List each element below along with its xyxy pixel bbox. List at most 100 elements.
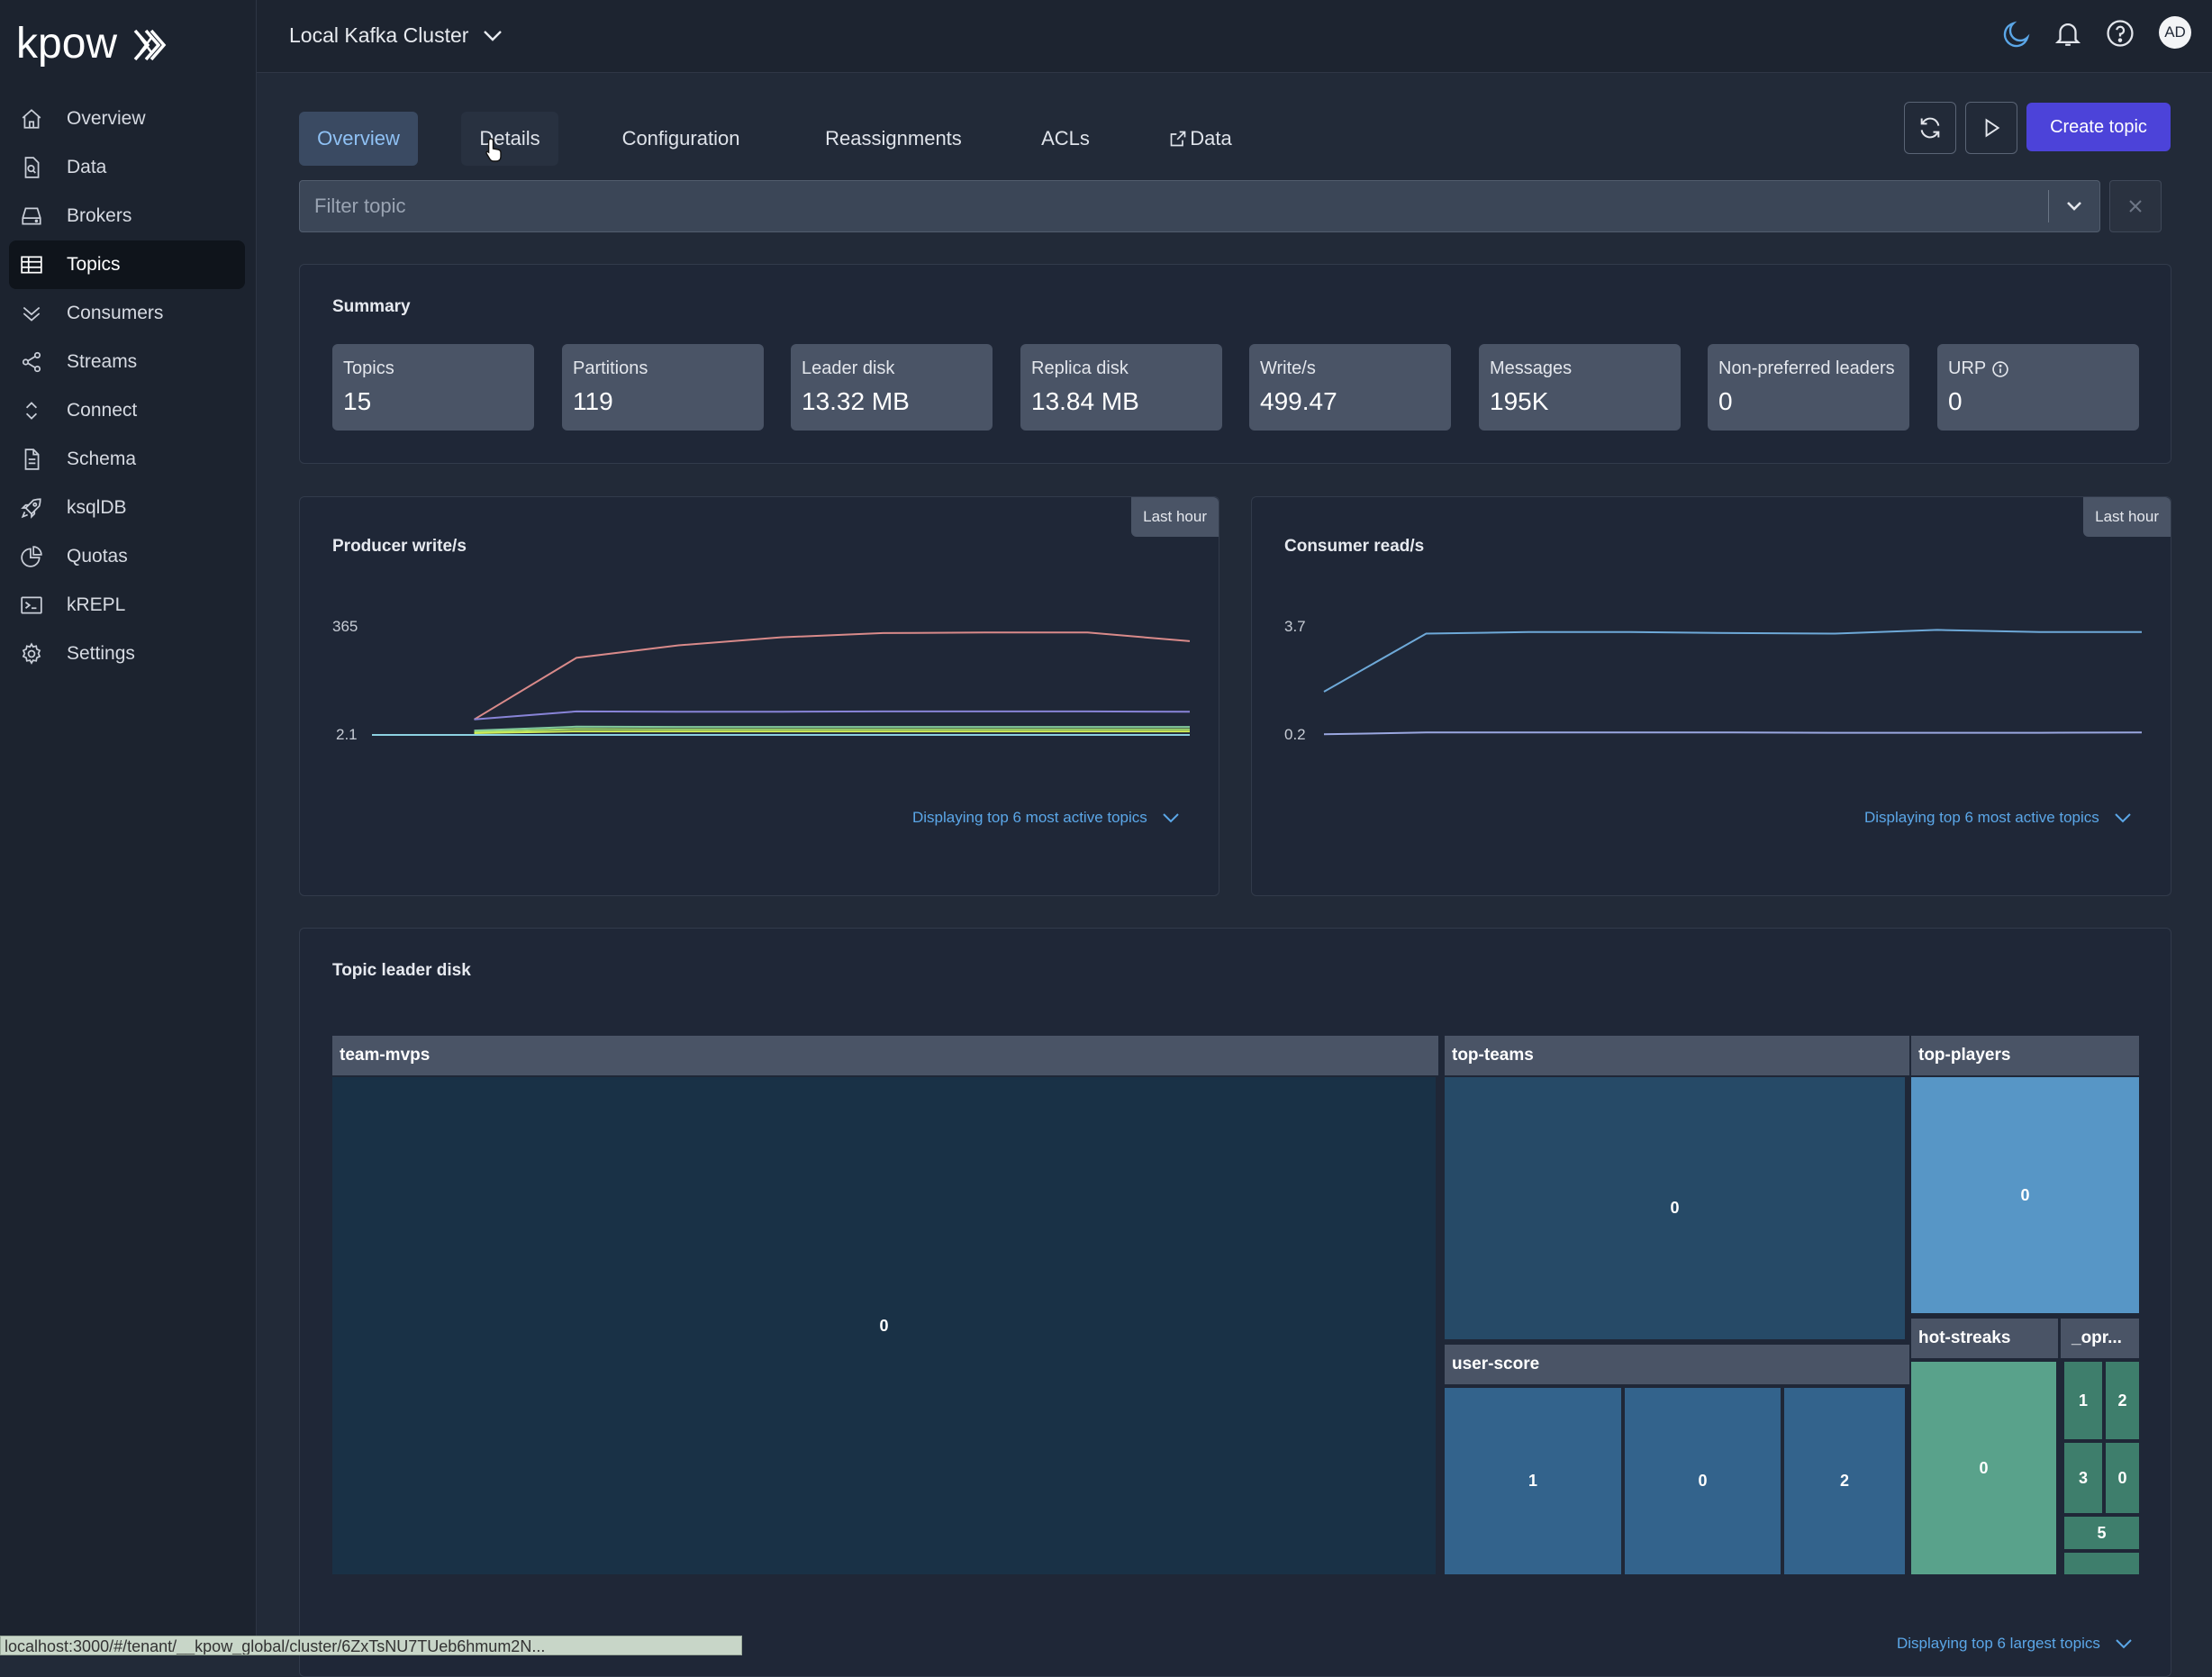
- treemap-cell[interactable]: [2064, 1553, 2139, 1574]
- chevron-down-icon: [1162, 812, 1180, 823]
- stat-value: 499.47: [1260, 387, 1337, 415]
- server-icon: [20, 204, 56, 228]
- chevron-down-icon[interactable]: [2065, 198, 2083, 214]
- stat-topics: Topics 15: [332, 344, 534, 431]
- sidebar-item-krepl[interactable]: kREPL: [9, 581, 245, 630]
- sidebar-item-settings[interactable]: Settings: [9, 630, 245, 678]
- chevron-down-icon: [2114, 812, 2132, 823]
- series-line-0-1: [474, 710, 1191, 721]
- link-label: Displaying top 6 largest topics: [1897, 1635, 2100, 1652]
- treemap-cell[interactable]: 2: [2106, 1362, 2139, 1439]
- sidebar-item-brokers[interactable]: Brokers: [9, 192, 245, 240]
- tab-label: ACLs: [1041, 127, 1090, 150]
- sidebar-item-ksqldb[interactable]: ksqlDB: [9, 484, 245, 532]
- document-search-icon: [20, 156, 56, 179]
- sidebar-item-label: Connect: [67, 400, 138, 421]
- producer-line-chart: [372, 631, 1191, 736]
- filter-placeholder: Filter topic: [314, 195, 406, 217]
- stat-value: 195K: [1490, 387, 1549, 415]
- treemap-group-top-players[interactable]: top-players: [1911, 1036, 2139, 1075]
- stat-value: 13.84 MB: [1031, 387, 1139, 415]
- refresh-icon: [1917, 115, 1943, 141]
- help-icon[interactable]: [2105, 18, 2135, 49]
- avatar[interactable]: AD: [2159, 16, 2191, 49]
- stat-replica-disk: Replica disk 13.84 MB: [1020, 344, 1222, 431]
- y-tick-label: 365: [332, 618, 358, 635]
- top-largest-topics-link[interactable]: Displaying top 6 largest topics: [1897, 1635, 2133, 1653]
- cluster-selector[interactable]: Local Kafka Cluster: [289, 23, 503, 48]
- treemap-title: Topic leader disk: [332, 961, 471, 980]
- series-line-1-1: [1323, 731, 2143, 736]
- tab-configuration[interactable]: Configuration: [603, 112, 758, 166]
- series-line-1-0: [1323, 629, 2142, 693]
- sidebar-item-schema[interactable]: Schema: [9, 435, 245, 484]
- treemap-cell[interactable]: 0: [1911, 1362, 2056, 1574]
- share-icon: [20, 350, 56, 374]
- sidebar-item-label: Streams: [67, 351, 138, 372]
- treemap-group-user-score[interactable]: user-score: [1445, 1345, 1909, 1384]
- tab-details[interactable]: Details: [461, 112, 558, 166]
- sidebar-item-connect[interactable]: Connect: [9, 386, 245, 435]
- treemap-cell[interactable]: 5: [2064, 1517, 2139, 1549]
- tab-data[interactable]: Data: [1160, 112, 1241, 166]
- y-tick-label: 0.2: [1284, 726, 1306, 743]
- time-range-badge[interactable]: Last hour: [2083, 497, 2171, 537]
- filter-topic-select[interactable]: Filter topic: [299, 180, 2100, 232]
- treemap-cell[interactable]: 0: [332, 1077, 1436, 1574]
- tab-reassignments[interactable]: Reassignments: [807, 112, 980, 166]
- treemap-group-top-teams[interactable]: top-teams: [1445, 1036, 1909, 1075]
- tab-label: Overview: [317, 127, 400, 150]
- stat-value: 15: [343, 387, 372, 415]
- clear-filter-button[interactable]: [2109, 180, 2162, 232]
- table-icon: [20, 253, 56, 276]
- y-tick-label: 2.1: [336, 726, 358, 743]
- treemap-cell[interactable]: 2: [1784, 1388, 1905, 1574]
- tab-label: Configuration: [621, 127, 740, 150]
- top-active-topics-link[interactable]: Displaying top 6 most active topics: [1864, 809, 2132, 827]
- treemap-group-hot-streaks[interactable]: hot-streaks: [1911, 1319, 2058, 1358]
- time-range-badge[interactable]: Last hour: [1131, 497, 1219, 537]
- stat-label: Write/s: [1260, 358, 1316, 378]
- stat-label: Leader disk: [802, 358, 895, 378]
- sidebar-item-data[interactable]: Data: [9, 143, 245, 192]
- sidebar-item-overview[interactable]: Overview: [9, 95, 245, 143]
- stat-leader-disk: Leader disk 13.32 MB: [791, 344, 993, 431]
- kpow-logo[interactable]: kpow kpow: [16, 20, 178, 70]
- tab-label: Data: [1190, 127, 1232, 150]
- moon-icon[interactable]: [2000, 18, 2033, 50]
- sidebar-item-quotas[interactable]: Quotas: [9, 532, 245, 581]
- consumer-chart-panel: Consumer read/s Last hour 3.7 0.2 Displa…: [1251, 496, 2171, 896]
- treemap-cell[interactable]: 0: [1445, 1077, 1905, 1339]
- sidebar-item-consumers[interactable]: Consumers: [9, 289, 245, 338]
- info-icon[interactable]: [1991, 360, 2009, 378]
- tab-label: Reassignments: [825, 127, 962, 150]
- link-label: Displaying top 6 most active topics: [912, 809, 1147, 826]
- gear-icon: [20, 642, 56, 666]
- y-tick-label: 3.7: [1284, 618, 1306, 635]
- create-topic-button[interactable]: Create topic: [2026, 103, 2171, 151]
- top-active-topics-link[interactable]: Displaying top 6 most active topics: [912, 809, 1180, 827]
- play-button[interactable]: [1965, 102, 2017, 154]
- treemap-cell[interactable]: 1: [2064, 1362, 2102, 1439]
- treemap-cell[interactable]: 3: [2064, 1443, 2102, 1513]
- producer-chart-panel: Producer write/s Last hour 365 2.1 Displ…: [299, 496, 1219, 896]
- stat-non-preferred-leaders: Non-preferred leaders 0: [1708, 344, 1909, 431]
- bell-icon[interactable]: [2053, 18, 2083, 49]
- refresh-button[interactable]: [1904, 102, 1956, 154]
- sidebar-item-label: ksqlDB: [67, 497, 127, 518]
- sidebar-item-topics[interactable]: Topics: [9, 240, 245, 289]
- treemap-group-team-mvps[interactable]: team-mvps: [332, 1036, 1438, 1075]
- sidebar-item-streams[interactable]: Streams: [9, 338, 245, 386]
- treemap-group-internal[interactable]: _opr...: [2061, 1319, 2139, 1358]
- treemap-cell[interactable]: 0: [1625, 1388, 1781, 1574]
- sidebar-item-label: Topics: [67, 254, 121, 275]
- treemap-cell[interactable]: 0: [1911, 1077, 2139, 1313]
- treemap-cell[interactable]: 1: [1445, 1388, 1621, 1574]
- tab-overview[interactable]: Overview: [299, 112, 418, 166]
- treemap-cell[interactable]: 0: [2106, 1443, 2139, 1513]
- link-status-bar: localhost:3000/#/tenant/__kpow_global/cl…: [0, 1636, 742, 1655]
- tab-acls[interactable]: ACLs: [1030, 112, 1101, 166]
- close-icon: [2126, 197, 2144, 215]
- series-line-0-0: [473, 631, 1191, 721]
- svg-text:kpow: kpow: [16, 20, 117, 68]
